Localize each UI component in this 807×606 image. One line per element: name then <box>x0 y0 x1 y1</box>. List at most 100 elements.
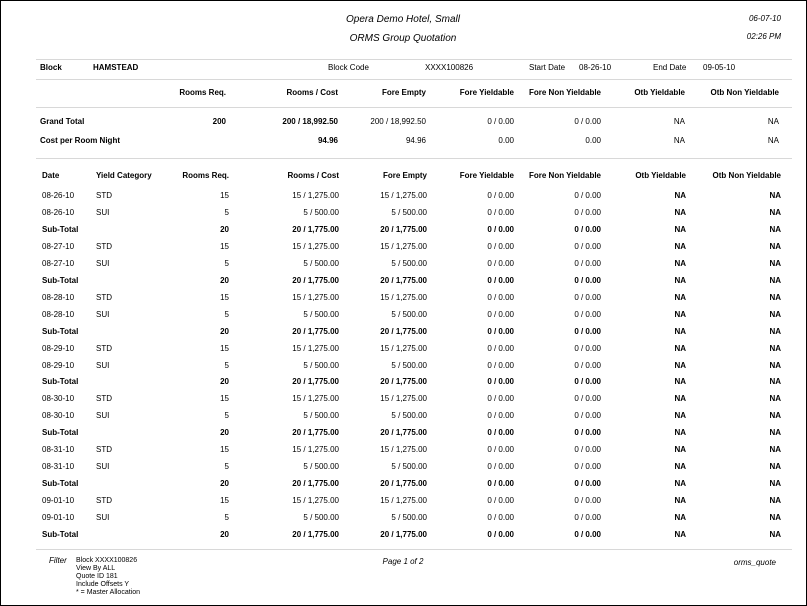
detail-cell: 20 / 1,775.00 <box>380 530 427 539</box>
column-header: Otb Non Yieldable <box>712 171 781 180</box>
detail-cell: NA <box>674 513 686 523</box>
detail-cell: 5 / 500.00 <box>391 360 427 370</box>
detail-cell: NA <box>674 224 686 234</box>
detail-cell: 0 / 0.00 <box>574 462 601 472</box>
summary-cell: 94.96 <box>405 136 426 145</box>
row-label: 08-29-10 <box>42 360 75 370</box>
detail-cell: 20 / 1,775.00 <box>380 275 427 285</box>
row-label: 08-28-10 <box>42 292 75 302</box>
detail-cell: NA <box>769 309 781 319</box>
row-label: 08-27-10 <box>42 241 75 251</box>
detail-cell: 0 / 0.00 <box>487 377 514 387</box>
filter-label: Filter <box>49 556 67 565</box>
row-label: 08-30-10 <box>42 394 75 404</box>
detail-cell: 15 <box>220 343 229 353</box>
detail-cell: NA <box>769 462 781 472</box>
detail-cell: 15 / 1,275.00 <box>380 445 427 455</box>
detail-cell: NA <box>769 191 781 200</box>
detail-cell: 0 / 0.00 <box>574 377 601 387</box>
row-label: Cost per Room Night <box>40 136 120 145</box>
column-header: Fore Empty <box>382 171 427 180</box>
row-label: 08-26-10 <box>42 191 75 200</box>
summary-cell: 0 / 0.00 <box>487 117 514 126</box>
detail-cell: 0 / 0.00 <box>487 462 514 472</box>
detail-cell: 15 / 1,275.00 <box>292 343 339 353</box>
summary-cell: 200 / 18,992.50 <box>370 117 426 126</box>
column-header: Fore Non Yieldable <box>528 88 601 97</box>
detail-cell: NA <box>769 258 781 268</box>
summary-cell: 0 / 0.00 <box>574 117 601 126</box>
detail-cell: NA <box>674 207 686 217</box>
detail-cell: 0 / 0.00 <box>487 496 514 506</box>
row-label: 08-30-10 <box>42 411 75 421</box>
detail-cell: STD <box>96 241 112 251</box>
detail-cell: 15 / 1,275.00 <box>292 445 339 455</box>
divider <box>36 549 792 550</box>
page-number: Page 1 of 2 <box>382 557 424 566</box>
detail-cell: 5 / 500.00 <box>303 462 339 472</box>
detail-cell: NA <box>674 258 686 268</box>
detail-cell: NA <box>769 343 781 353</box>
detail-cell: 20 / 1,775.00 <box>292 275 339 285</box>
detail-cell: 0 / 0.00 <box>487 445 514 455</box>
detail-cell: 0 / 0.00 <box>574 445 601 455</box>
detail-cell: 20 / 1,775.00 <box>380 377 427 387</box>
end-date: 09-05-10 <box>703 63 736 72</box>
detail-cell: 5 <box>224 207 229 217</box>
filter-line: Block XXXX100826 <box>76 557 138 564</box>
detail-cell: 5 / 500.00 <box>303 513 339 523</box>
detail-cell: 5 / 500.00 <box>391 207 427 217</box>
block-label: Block <box>40 63 62 72</box>
detail-cell: NA <box>769 445 781 455</box>
detail-cell: STD <box>96 343 112 353</box>
print-time: 02:26 PM <box>746 32 781 41</box>
detail-cell: 0 / 0.00 <box>574 241 601 251</box>
detail-cell: 0 / 0.00 <box>487 241 514 251</box>
summary-cell: NA <box>767 136 779 145</box>
report-title: Opera Demo Hotel, Small <box>346 14 460 25</box>
detail-cell: 15 <box>220 241 229 251</box>
detail-cell: SUI <box>96 462 110 472</box>
block-code: XXXX100826 <box>425 63 474 72</box>
column-header: Otb Non Yieldable <box>710 88 779 97</box>
detail-cell: 15 <box>220 445 229 455</box>
detail-cell: 5 <box>224 462 229 472</box>
detail-cell: 15 / 1,275.00 <box>292 394 339 404</box>
detail-cell: 15 <box>220 394 229 404</box>
detail-cell: NA <box>769 377 781 387</box>
detail-cell: 0 / 0.00 <box>487 394 514 404</box>
row-label: Sub-Total <box>42 377 79 387</box>
column-header: Rooms / Cost <box>286 88 338 97</box>
filter-line: * = Master Allocation <box>76 589 141 596</box>
detail-cell: NA <box>674 309 686 319</box>
detail-cell: NA <box>674 462 686 472</box>
detail-cell: 0 / 0.00 <box>487 479 514 489</box>
detail-cell: 0 / 0.00 <box>574 309 601 319</box>
detail-cell: 20 <box>220 530 229 539</box>
divider <box>36 158 792 159</box>
column-header: Otb Yieldable <box>634 88 685 97</box>
detail-cell: 20 <box>220 224 229 234</box>
detail-cell: 20 <box>220 377 229 387</box>
detail-cell: NA <box>769 224 781 234</box>
row-label: 09-01-10 <box>42 513 75 523</box>
detail-cell: NA <box>769 326 781 336</box>
detail-cell: 5 / 500.00 <box>303 258 339 268</box>
detail-cell: 0 / 0.00 <box>487 224 514 234</box>
detail-cell: 0 / 0.00 <box>574 326 601 336</box>
detail-cell: NA <box>674 241 686 251</box>
detail-cell: 0 / 0.00 <box>487 343 514 353</box>
block-name: HAMSTEAD <box>93 63 139 72</box>
row-label: Sub-Total <box>42 224 79 234</box>
detail-cell: 0 / 0.00 <box>487 411 514 421</box>
detail-cell: 20 <box>220 326 229 336</box>
detail-cell: 0 / 0.00 <box>574 479 601 489</box>
detail-cell: 0 / 0.00 <box>487 360 514 370</box>
start-date: 08-26-10 <box>579 63 612 72</box>
summary-cell: 0.00 <box>498 136 514 145</box>
detail-cell: 15 / 1,275.00 <box>380 343 427 353</box>
detail-cell: 20 / 1,775.00 <box>380 224 427 234</box>
detail-cell: NA <box>674 191 686 200</box>
detail-cell: NA <box>769 428 781 438</box>
detail-cell: 5 <box>224 258 229 268</box>
